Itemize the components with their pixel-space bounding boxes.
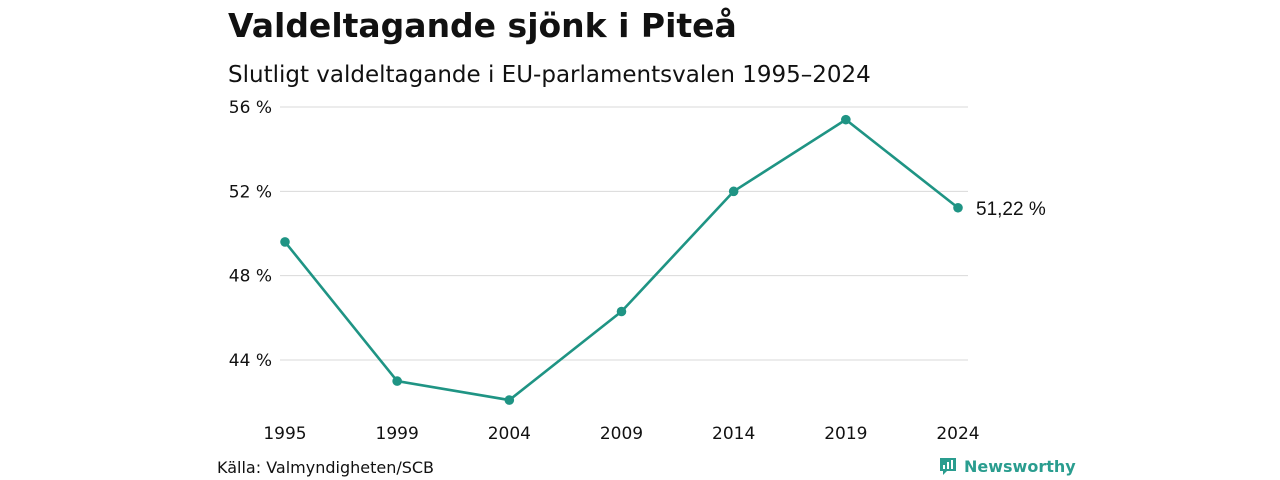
data-point — [280, 237, 290, 247]
data-point — [953, 202, 963, 213]
data-point — [841, 114, 851, 125]
data-point — [728, 186, 739, 197]
newsworthy-logo-icon — [940, 458, 956, 475]
x-tick-label: 1995 — [263, 424, 306, 444]
x-tick-label: 2024 — [936, 424, 979, 444]
series-line — [283, 118, 960, 402]
brand-logo: Newsworthy — [938, 456, 1076, 476]
brand-name: Newsworthy — [964, 456, 1076, 476]
y-tick-label: 56 % — [229, 98, 272, 118]
y-tick-label: 48 % — [229, 267, 272, 287]
x-tick-label: 1999 — [376, 424, 419, 444]
x-tick-label: 2014 — [712, 424, 755, 444]
data-point — [504, 395, 515, 405]
chart-title: Valdeltagande sjönk i Piteå — [228, 6, 737, 45]
data-point — [616, 306, 627, 317]
chart-subtitle: Slutligt valdeltagande i EU-parlamentsva… — [228, 62, 871, 88]
end-value-label: 51,22 % — [976, 199, 1046, 220]
source-note: Källa: Valmyndigheten/SCB — [217, 458, 435, 477]
x-tick-label: 2009 — [600, 424, 643, 444]
y-tick-label: 52 % — [229, 182, 272, 202]
x-tick-label: 2004 — [488, 424, 531, 444]
x-tick-label: 2019 — [824, 424, 867, 444]
y-tick-label: 44 % — [229, 351, 272, 371]
data-point — [392, 376, 402, 386]
